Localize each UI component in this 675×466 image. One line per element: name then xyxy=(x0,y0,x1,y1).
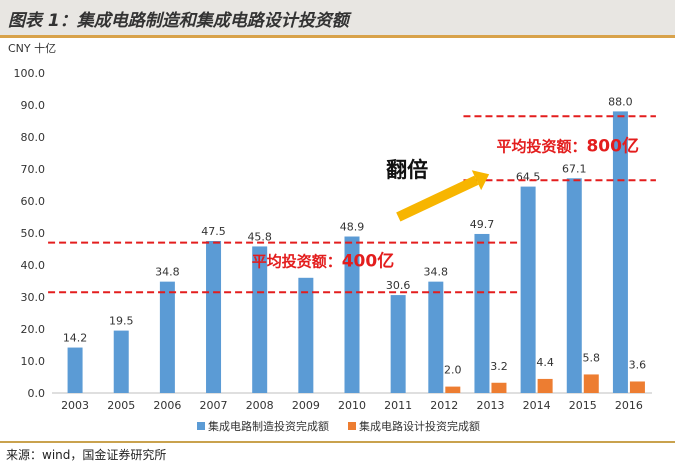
reference-lines xyxy=(48,115,656,294)
bars: 14.2 19.5 34.8 47.5 45.8 48.9 30.6 34.8 2.0 49.7 3… xyxy=(63,95,647,394)
y-tick-label: 80.0 xyxy=(21,131,46,144)
y-tick-label: 60.0 xyxy=(21,195,46,208)
x-tick-label: 2016 xyxy=(615,399,643,412)
y-tick-label: 90.0 xyxy=(21,99,46,112)
growth-arrow xyxy=(396,170,490,222)
annotation-double: 翻倍 xyxy=(386,158,428,182)
x-tick-label: 2010 xyxy=(338,399,366,412)
y-tick-label: 70.0 xyxy=(21,163,46,176)
bar-manufacturing xyxy=(298,277,314,393)
bar-chart: CNY 十亿 0.0 10.0 20.0 30.0 40.0 50.0 60.0 70.0 80… xyxy=(8,41,656,433)
annotation-avg-label-1: 平均投资额： xyxy=(252,253,342,271)
x-tick-label: 2008 xyxy=(246,399,274,412)
y-tick-label: 50.0 xyxy=(21,227,46,240)
growth-arrow-head xyxy=(471,170,490,191)
legend-label-design: 集成电路设计投资完成额 xyxy=(359,419,480,433)
x-tick-label: 2006 xyxy=(153,399,181,412)
data-label-design: 2.0 xyxy=(444,364,462,377)
data-label-manufacturing: 34.8 xyxy=(424,266,449,279)
legend-label-manufacturing: 集成电路制造投资完成额 xyxy=(208,419,329,433)
data-label-manufacturing: 48.9 xyxy=(340,221,365,234)
data-label-manufacturing: 34.8 xyxy=(155,266,180,279)
data-label-manufacturing: 67.1 xyxy=(562,162,587,175)
bar-manufacturing xyxy=(390,295,406,393)
x-axis-labels: 2003 2005 2006 2007 2008 2009 2010 2011 2012 2013… xyxy=(61,399,643,412)
y-tick-label: 100.0 xyxy=(14,67,46,80)
source-text: 来源：wind，国金证券研究所 xyxy=(6,448,167,462)
chart-area: CNY 十亿 0.0 10.0 20.0 30.0 40.0 50.0 60.0 70.0 80… xyxy=(0,38,675,438)
data-label-design: 4.4 xyxy=(536,356,554,369)
bar-manufacturing xyxy=(206,241,222,393)
legend-swatch-design xyxy=(348,422,356,430)
bar-design xyxy=(583,374,599,393)
legend-swatch-manufacturing xyxy=(197,422,205,430)
y-axis-ticks: 0.0 10.0 20.0 30.0 40.0 50.0 60.0 70.0 80.0 90.0 1… xyxy=(14,67,46,400)
y-tick-label: 20.0 xyxy=(21,323,46,336)
title-bar: 图表 1：集成电路制造和集成电路设计投资额 xyxy=(0,0,675,38)
annotation-avg-800: 平均投资额：800亿 xyxy=(496,135,639,156)
bar-design xyxy=(537,378,553,393)
data-label-manufacturing: 49.7 xyxy=(470,218,495,231)
bar-design xyxy=(445,386,461,393)
source-bar: 来源：wind，国金证券研究所 xyxy=(0,441,675,466)
x-tick-label: 2003 xyxy=(61,399,89,412)
annotation-avg-value-1: 400亿 xyxy=(342,251,395,272)
data-label-design: 3.2 xyxy=(490,360,508,373)
y-tick-label: 40.0 xyxy=(21,259,46,272)
data-label-manufacturing: 88.0 xyxy=(608,95,633,108)
x-tick-label: 2013 xyxy=(476,399,504,412)
y-tick-label: 10.0 xyxy=(21,355,46,368)
data-label-manufacturing: 47.5 xyxy=(201,225,226,238)
y-tick-label: 0.0 xyxy=(28,387,46,400)
x-tick-label: 2009 xyxy=(292,399,320,412)
bar-manufacturing xyxy=(474,233,490,393)
bar-manufacturing xyxy=(159,281,175,393)
bar-manufacturing xyxy=(566,178,582,393)
y-tick-label: 30.0 xyxy=(21,291,46,304)
bar-manufacturing xyxy=(67,347,83,393)
data-label-manufacturing: 30.6 xyxy=(386,279,411,292)
annotation-avg-value-2: 800亿 xyxy=(586,135,639,156)
bar-manufacturing xyxy=(344,236,360,393)
unit-label: CNY 十亿 xyxy=(8,41,56,55)
x-tick-label: 2014 xyxy=(523,399,551,412)
chart-title: 图表 1：集成电路制造和集成电路设计投资额 xyxy=(8,11,349,31)
x-tick-label: 2015 xyxy=(569,399,597,412)
x-tick-label: 2007 xyxy=(200,399,228,412)
legend: 集成电路制造投资完成额 集成电路设计投资完成额 xyxy=(197,419,480,433)
data-label-design: 5.8 xyxy=(583,351,601,364)
bar-manufacturing xyxy=(520,186,536,393)
data-label-manufacturing: 19.5 xyxy=(109,315,134,328)
x-tick-label: 2012 xyxy=(430,399,458,412)
x-tick-label: 2011 xyxy=(384,399,412,412)
annotation-avg-label-2: 平均投资额： xyxy=(496,137,586,155)
bar-manufacturing xyxy=(428,281,444,393)
bar-manufacturing xyxy=(252,246,268,393)
data-label-manufacturing: 45.8 xyxy=(247,230,272,243)
data-label-manufacturing: 64.5 xyxy=(516,171,541,184)
growth-arrow-shaft xyxy=(396,175,479,222)
data-label-design: 3.6 xyxy=(629,358,647,371)
bar-manufacturing xyxy=(113,330,129,393)
bar-design xyxy=(629,381,645,393)
bar-design xyxy=(491,382,507,393)
annotation-avg-400: 平均投资额：400亿 xyxy=(252,251,395,272)
x-tick-label: 2005 xyxy=(107,399,135,412)
bar-manufacturing xyxy=(612,111,628,394)
data-label-manufacturing: 14.2 xyxy=(63,332,88,345)
